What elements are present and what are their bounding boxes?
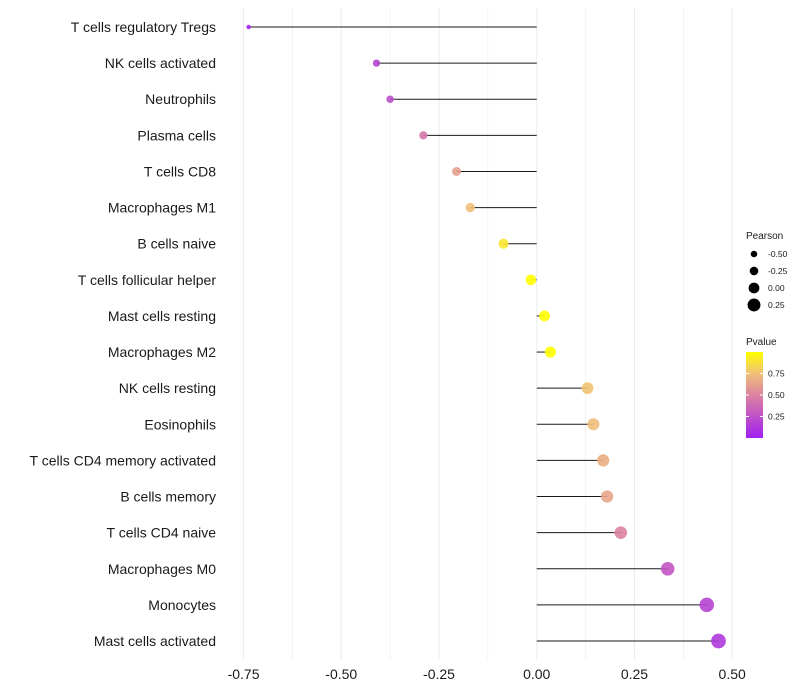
category-label: Macrophages M1 [108, 200, 216, 216]
x-tick-label: 0.50 [719, 666, 746, 682]
lollipop-dot [614, 526, 628, 539]
x-tick-label: 0.00 [523, 666, 550, 682]
x-axis-tick-labels: -0.75 -0.50 -0.25 0.00 0.25 0.50 [228, 666, 746, 682]
size-legend: -0.50 -0.25 0.00 0.25 [747, 249, 788, 312]
size-legend-label: 0.25 [768, 300, 785, 310]
lollipop-dot [660, 561, 675, 576]
color-legend-ticks: 0.25 0.50 0.75 [746, 369, 785, 422]
lollipop-dot [465, 202, 475, 213]
lollipop-dot [581, 382, 594, 395]
grid-lines [243, 8, 733, 660]
color-legend-label: 0.25 [768, 412, 785, 422]
lollipop-dot [699, 597, 714, 613]
category-label: Neutrophils [145, 91, 216, 107]
category-label: Plasma cells [137, 127, 216, 143]
lollipop-dot [711, 633, 726, 649]
color-legend-label: 0.50 [768, 390, 785, 400]
category-labels: T cells regulatory Tregs NK cells activat… [30, 19, 217, 649]
category-label: B cells memory [120, 489, 216, 505]
category-label: T cells follicular helper [78, 272, 217, 288]
lollipop-dot [544, 346, 556, 358]
lollipop-dot [419, 131, 428, 140]
x-tick-label: -0.25 [423, 666, 455, 682]
lollipop-dot [372, 59, 381, 67]
category-label: Mast cells resting [108, 308, 216, 324]
lollipop-dot [386, 95, 394, 104]
size-legend-key [749, 266, 759, 276]
x-tick-label: -0.50 [325, 666, 357, 682]
size-legend-key [747, 298, 761, 312]
lollipop-dot [597, 454, 610, 467]
lollipop-dot [600, 490, 614, 503]
lollipop-dot [525, 274, 537, 286]
size-legend-label: 0.00 [768, 283, 785, 293]
category-label: Monocytes [148, 597, 216, 613]
color-legend-title: Pvalue [746, 337, 777, 348]
size-legend-key [748, 282, 760, 294]
lollipop-dot [498, 238, 509, 249]
category-label: NK cells activated [105, 55, 216, 71]
category-label: B cells naive [137, 236, 216, 252]
category-label: T cells CD4 naive [107, 525, 217, 541]
lollipop-dot [587, 418, 600, 431]
size-legend-label: -0.25 [768, 266, 788, 276]
x-tick-label: -0.75 [228, 666, 260, 682]
x-tick-label: 0.25 [621, 666, 648, 682]
category-label: T cells CD4 memory activated [30, 452, 216, 468]
lollipop-dot [452, 166, 462, 176]
category-label: T cells CD8 [144, 163, 216, 179]
category-label: Mast cells activated [94, 633, 216, 649]
lollipop-stems [248, 26, 719, 642]
legend: Pearson -0.50-0.250.000.25 Pvalue 0.250.… [746, 231, 788, 438]
size-legend-title: Pearson [746, 231, 783, 242]
category-label: NK cells resting [119, 380, 216, 396]
lollipop-dots [246, 24, 726, 649]
category-label: Macrophages M0 [108, 561, 216, 577]
lollipop-dot [539, 310, 551, 322]
size-legend-key [750, 250, 758, 258]
color-legend-label: 0.75 [768, 369, 785, 379]
category-label: T cells regulatory Tregs [71, 19, 216, 35]
category-label: Macrophages M2 [108, 344, 216, 360]
color-legend-bar [746, 352, 763, 438]
category-label: Eosinophils [144, 416, 216, 432]
size-legend-label: -0.50 [768, 249, 788, 259]
lollipop-dot [246, 24, 251, 30]
